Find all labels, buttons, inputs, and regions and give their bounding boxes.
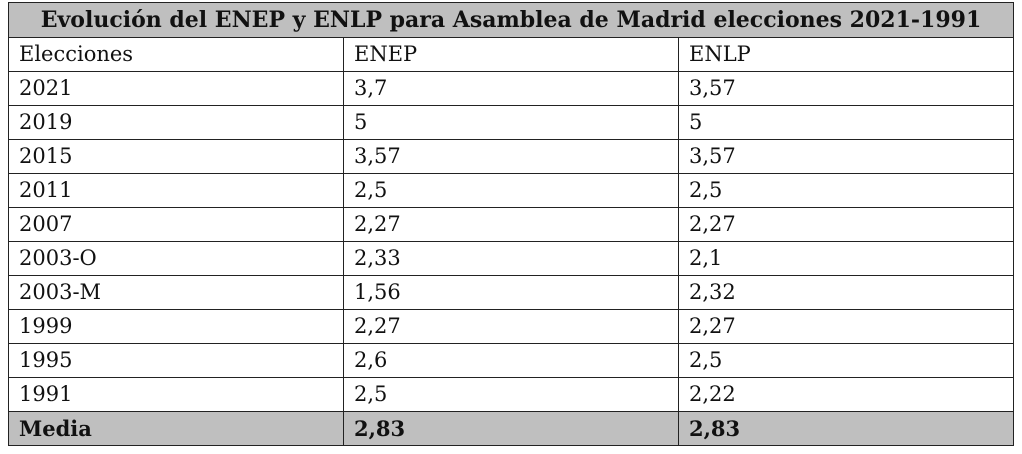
table-cell: 2,27 [343,309,679,344]
table-cell: 1,56 [343,275,679,310]
table-cell: 1995 [8,343,344,378]
data-table: Evolución del ENEP y ENLP para Asamblea … [8,2,1014,446]
table-cell: 2,27 [343,207,679,242]
table-cell: 2,5 [343,173,679,208]
data-row: 1995 2,6 2,5 [8,343,1014,378]
table-cell: 2021 [8,71,344,106]
table-cell: 3,57 [343,139,679,174]
table-cell: 2015 [8,139,344,174]
table-cell: 2003-M [8,275,344,310]
data-row: 2011 2,5 2,5 [8,173,1014,208]
table-body: Evolución del ENEP y ENLP para Asamblea … [8,2,1014,446]
data-row: 2019 5 5 [8,105,1014,140]
table-cell: 2,83 [343,411,679,446]
footer-row: Media 2,83 2,83 [8,411,1014,446]
data-row: 2015 3,57 3,57 [8,139,1014,174]
data-row: 1991 2,5 2,22 [8,377,1014,412]
table-cell: 2011 [8,173,344,208]
table-cell: 2,32 [678,275,1014,310]
table-cell: 2,22 [678,377,1014,412]
table-cell: ENLP [678,37,1014,72]
table-cell: 2,27 [678,207,1014,242]
table-cell: 1991 [8,377,344,412]
table-cell: 2,27 [678,309,1014,344]
table-cell: 5 [678,105,1014,140]
table-cell: 2,1 [678,241,1014,276]
data-row: 2021 3,7 3,57 [8,71,1014,106]
table-cell: 3,57 [678,71,1014,106]
table-cell: 2,6 [343,343,679,378]
table-title: Evolución del ENEP y ENLP para Asamblea … [8,2,1014,38]
header-row: Elecciones ENEP ENLP [8,37,1014,72]
table-cell: 2,33 [343,241,679,276]
data-row: 2003-O 2,33 2,1 [8,241,1014,276]
table-cell: Elecciones [8,37,344,72]
table-cell: 3,57 [678,139,1014,174]
table-cell: ENEP [343,37,679,72]
title-row: Evolución del ENEP y ENLP para Asamblea … [8,2,1014,38]
table-cell: 2007 [8,207,344,242]
table-cell: 1999 [8,309,344,344]
table-cell: 2019 [8,105,344,140]
table-cell: 3,7 [343,71,679,106]
table-wrapper: Evolución del ENEP y ENLP para Asamblea … [8,2,1014,446]
table-cell: 2,5 [678,173,1014,208]
table-cell: 2,5 [343,377,679,412]
data-row: 2007 2,27 2,27 [8,207,1014,242]
table-cell: 2,83 [678,411,1014,446]
table-cell: 2003-O [8,241,344,276]
data-row: 2003-M 1,56 2,32 [8,275,1014,310]
table-cell: Media [8,411,344,446]
table-cell: 2,5 [678,343,1014,378]
table-cell: 5 [343,105,679,140]
data-row: 1999 2,27 2,27 [8,309,1014,344]
